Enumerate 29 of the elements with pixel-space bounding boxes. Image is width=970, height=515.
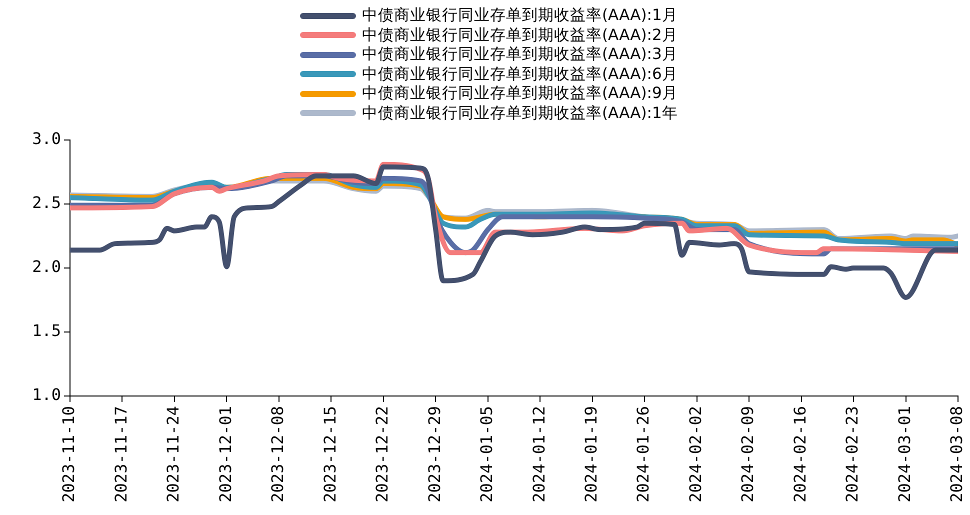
x-tick-label: 2024-02-09 bbox=[738, 406, 758, 502]
legend-label: 中债商业银行同业存单到期收益率(AAA):2月 bbox=[362, 26, 678, 45]
legend-label: 中债商业银行同业存单到期收益率(AAA):6月 bbox=[362, 64, 678, 84]
x-tick-label: 2023-12-29 bbox=[424, 406, 444, 502]
y-tick-label: 2.5 bbox=[32, 193, 61, 212]
x-tick-label: 2024-03-01 bbox=[894, 406, 914, 502]
y-tick-label: 1.0 bbox=[32, 385, 61, 404]
legend-label: 中债商业银行同业存单到期收益率(AAA):1年 bbox=[362, 104, 678, 123]
x-tick-label: 2023-11-10 bbox=[59, 406, 78, 502]
legend-label: 中债商业银行同业存单到期收益率(AAA):3月 bbox=[362, 45, 678, 64]
x-tick-label: 2023-12-15 bbox=[320, 406, 340, 502]
legend-label: 中债商业银行同业存单到期收益率(AAA):9月 bbox=[362, 84, 678, 104]
y-tick-label: 1.5 bbox=[32, 321, 61, 340]
x-tick-label: 2024-03-08 bbox=[947, 406, 966, 502]
x-tick-label: 2023-12-08 bbox=[268, 406, 288, 502]
x-tick-label: 2023-12-01 bbox=[216, 406, 235, 502]
y-tick-label: 2.0 bbox=[32, 257, 61, 276]
x-tick-label: 2024-01-19 bbox=[582, 406, 601, 502]
x-tick-label: 2024-01-26 bbox=[634, 406, 653, 502]
x-tick-label: 2023-11-17 bbox=[111, 406, 130, 502]
y-tick-label: 3.0 bbox=[32, 129, 61, 148]
legend-label: 中债商业银行同业存单到期收益率(AAA):1月 bbox=[362, 6, 678, 26]
x-tick-label: 2024-01-05 bbox=[477, 406, 496, 502]
x-tick-label: 2023-12-22 bbox=[372, 406, 392, 502]
x-tick-label: 2024-01-12 bbox=[529, 406, 548, 502]
x-tick-label: 2023-11-24 bbox=[164, 406, 183, 502]
x-tick-label: 2024-02-02 bbox=[686, 406, 705, 502]
x-tick-label: 2024-02-23 bbox=[842, 406, 862, 502]
x-tick-label: 2024-02-16 bbox=[790, 406, 810, 502]
